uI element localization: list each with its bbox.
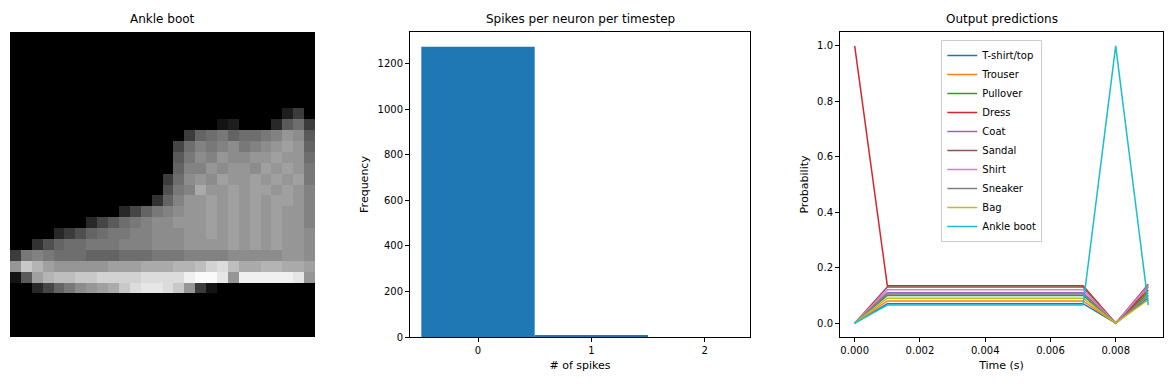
svg-text:Frequency: Frequency [358, 156, 371, 213]
svg-text:800: 800 [384, 149, 403, 160]
svg-text:0: 0 [475, 345, 481, 356]
svg-text:Pullover: Pullover [982, 88, 1023, 99]
svg-text:1000: 1000 [378, 104, 403, 115]
svg-text:Time (s): Time (s) [978, 359, 1024, 372]
svg-text:Trouser: Trouser [981, 69, 1019, 80]
svg-text:0.002: 0.002 [906, 345, 935, 356]
svg-text:0: 0 [397, 332, 403, 343]
svg-text:Probability: Probability [798, 155, 811, 214]
svg-text:Dress: Dress [982, 107, 1010, 118]
svg-text:Bag: Bag [982, 202, 1001, 213]
svg-text:1.0: 1.0 [817, 40, 833, 51]
svg-text:1: 1 [588, 345, 594, 356]
svg-text:0.4: 0.4 [817, 207, 833, 218]
svg-text:# of spikes: # of spikes [549, 359, 610, 372]
svg-text:Sandal: Sandal [982, 145, 1016, 156]
svg-text:Coat: Coat [982, 126, 1005, 137]
svg-text:200: 200 [384, 286, 403, 297]
svg-text:0.8: 0.8 [817, 96, 833, 107]
svg-text:Output predictions: Output predictions [946, 12, 1058, 26]
svg-text:600: 600 [384, 195, 403, 206]
svg-text:0.2: 0.2 [817, 262, 833, 273]
svg-text:Sneaker: Sneaker [982, 183, 1024, 194]
svg-text:0.000: 0.000 [840, 345, 869, 356]
svg-text:0.008: 0.008 [1101, 345, 1130, 356]
svg-text:2: 2 [701, 345, 707, 356]
svg-text:0.004: 0.004 [971, 345, 1000, 356]
svg-text:Spikes per neuron per timestep: Spikes per neuron per timestep [486, 12, 675, 26]
svg-text:Ankle boot: Ankle boot [982, 221, 1036, 232]
svg-text:Ankle boot: Ankle boot [130, 12, 195, 26]
svg-text:0.6: 0.6 [817, 151, 833, 162]
svg-text:0.0: 0.0 [817, 318, 833, 329]
svg-text:0.006: 0.006 [1036, 345, 1065, 356]
svg-text:400: 400 [384, 240, 403, 251]
svg-text:T-shirt/top: T-shirt/top [981, 50, 1033, 61]
svg-text:1200: 1200 [378, 58, 403, 69]
svg-text:Shirt: Shirt [982, 164, 1006, 175]
